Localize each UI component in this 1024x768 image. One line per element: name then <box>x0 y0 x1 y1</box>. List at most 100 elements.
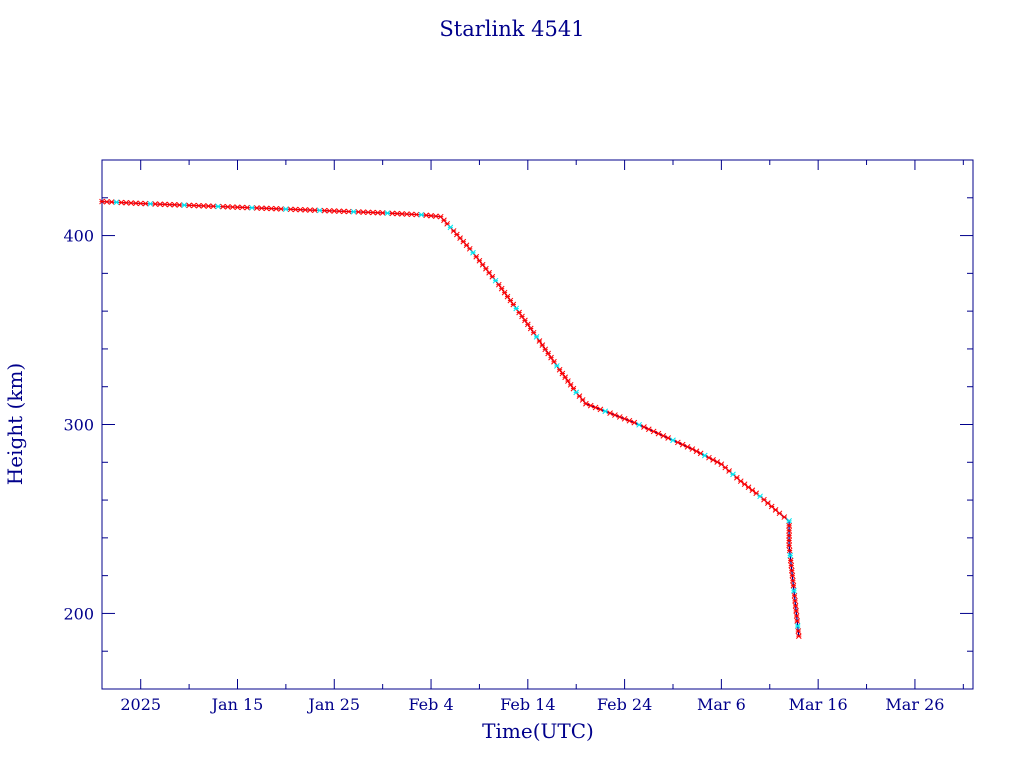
data-point-marker <box>466 245 473 252</box>
chart-title: Starlink 4541 <box>439 17 584 41</box>
plot-frame <box>101 159 974 690</box>
data-point-marker <box>186 202 192 209</box>
data-point-marker <box>316 207 323 214</box>
y-tick-labels: 200 300 400 <box>63 227 94 624</box>
y-tick-label: 200 <box>63 604 94 623</box>
series-layer <box>99 198 802 639</box>
data-point-marker <box>524 321 531 328</box>
data-point-marker <box>118 199 125 206</box>
data-point-marker <box>307 207 313 213</box>
data-point-marker <box>360 209 367 215</box>
data-point-marker <box>510 301 517 308</box>
data-point-marker <box>791 587 797 594</box>
data-point-marker <box>297 206 304 213</box>
x-tick-label: Mar 26 <box>885 695 944 714</box>
data-point-marker <box>374 209 381 216</box>
x-tick-label: Jan 25 <box>306 695 360 714</box>
data-point-marker <box>794 618 801 624</box>
series-line <box>101 201 800 637</box>
data-point-marker <box>321 207 328 214</box>
x-axis-title: Time(UTC) <box>482 719 594 743</box>
data-point-marker <box>273 205 280 212</box>
data-point-marker <box>433 213 439 220</box>
data-point-marker <box>565 378 571 384</box>
data-point-marker <box>128 200 134 206</box>
data-point-marker <box>287 206 294 213</box>
data-point-marker <box>621 415 628 422</box>
data-point-marker <box>483 265 489 272</box>
data-point-marker <box>612 412 618 418</box>
x-tick-label: Feb 14 <box>500 695 555 714</box>
data-point-marker <box>789 572 796 579</box>
data-point-marker <box>147 200 154 207</box>
data-point-marker <box>326 207 333 214</box>
data-point-marker <box>533 333 540 340</box>
data-point-marker <box>551 358 557 365</box>
data-point-marker <box>220 203 226 210</box>
data-point-marker <box>418 211 425 218</box>
data-point-marker <box>498 285 505 292</box>
data-point-marker <box>181 202 188 209</box>
data-point-marker <box>583 400 589 407</box>
data-point-marker <box>679 441 686 448</box>
data-point-marker <box>171 201 178 208</box>
data-point-marker <box>210 203 217 210</box>
data-point-marker <box>99 198 105 205</box>
data-point-marker <box>470 249 476 256</box>
data-point-marker <box>786 532 792 539</box>
data-point-marker <box>519 313 525 320</box>
data-point-marker <box>665 435 672 441</box>
data-point-marker <box>176 202 183 208</box>
data-point-marker <box>423 212 430 219</box>
data-point-marker <box>787 552 794 559</box>
data-point-marker <box>108 199 115 205</box>
data-point-marker <box>788 567 795 574</box>
data-point-marker <box>428 212 434 219</box>
data-point-marker <box>268 205 275 212</box>
data-point-marker <box>539 342 546 349</box>
data-point-marker <box>741 481 748 488</box>
data-point-marker <box>626 417 633 424</box>
data-point-marker <box>570 385 577 392</box>
data-point-marker <box>370 209 376 216</box>
data-point-marker <box>670 437 676 444</box>
x-tick-label: Feb 4 <box>408 695 453 714</box>
data-point-marker <box>489 273 496 280</box>
data-point-marker <box>641 424 647 430</box>
x-tick-label: 2025 <box>120 695 161 714</box>
data-point-marker <box>394 210 401 217</box>
data-point-marker <box>302 207 309 213</box>
data-point-marker <box>486 269 492 276</box>
data-point-marker <box>650 428 657 435</box>
data-point-marker <box>479 261 486 268</box>
data-point-marker <box>137 200 144 207</box>
data-point-marker <box>745 484 752 491</box>
data-point-marker <box>205 203 212 209</box>
data-point-marker <box>234 204 241 211</box>
data-point-marker <box>592 404 599 411</box>
data-point-marker <box>786 547 793 554</box>
data-point-marker <box>530 329 537 336</box>
data-point-marker <box>476 257 483 264</box>
data-point-marker <box>389 210 396 217</box>
data-point-marker <box>542 346 549 353</box>
data-point-marker <box>215 203 221 210</box>
data-point-marker <box>473 253 480 260</box>
data-point-marker <box>283 206 289 212</box>
data-point-marker <box>492 277 499 284</box>
data-point-marker <box>142 200 149 207</box>
x-tick-label: Mar 16 <box>789 695 848 714</box>
data-point-marker <box>602 408 609 415</box>
y-axis-title: Height (km) <box>3 363 27 485</box>
data-point-marker <box>790 582 797 589</box>
data-point-marker <box>793 613 800 619</box>
data-point-marker <box>253 205 260 211</box>
data-point-marker <box>195 202 202 209</box>
data-point-marker <box>229 204 236 210</box>
data-point-marker <box>674 439 681 446</box>
data-point-marker <box>786 537 792 544</box>
data-point-marker <box>312 207 318 214</box>
data-point-marker <box>616 414 623 420</box>
data-point-marker <box>365 209 371 216</box>
data-point-marker <box>527 325 534 332</box>
